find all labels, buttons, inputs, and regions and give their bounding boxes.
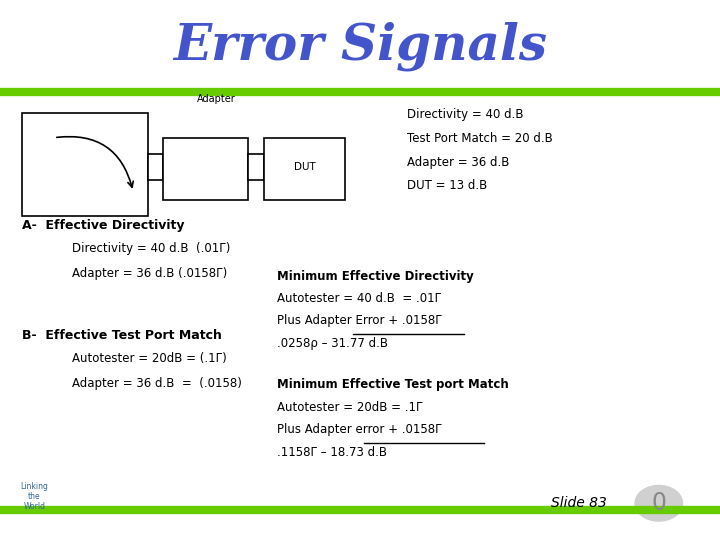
FancyBboxPatch shape: [163, 138, 248, 200]
Text: Autotester = 40 d.B  = .01Γ: Autotester = 40 d.B = .01Γ: [277, 292, 441, 305]
Text: Adapter = 36 d.B: Adapter = 36 d.B: [407, 156, 509, 168]
Text: 0: 0: [652, 491, 666, 515]
Text: Adapter = 36 d.B (.0158Γ): Adapter = 36 d.B (.0158Γ): [72, 267, 228, 280]
Text: A-  Effective Directivity: A- Effective Directivity: [22, 219, 184, 232]
Text: Directivity = 40 d.B: Directivity = 40 d.B: [407, 108, 523, 121]
Circle shape: [635, 485, 683, 521]
Text: Test Port Match = 20 d.B: Test Port Match = 20 d.B: [407, 132, 552, 145]
Text: DUT: DUT: [294, 163, 315, 172]
FancyBboxPatch shape: [22, 113, 148, 216]
Text: Autotester = 20dB = .1Γ: Autotester = 20dB = .1Γ: [277, 401, 423, 414]
Text: Slide 83: Slide 83: [551, 496, 607, 510]
Text: B-  Effective Test Port Match: B- Effective Test Port Match: [22, 329, 222, 342]
Text: .1158Γ – 18.73 d.B: .1158Γ – 18.73 d.B: [277, 446, 387, 459]
Text: Minimum Effective Test port Match: Minimum Effective Test port Match: [277, 378, 509, 391]
Text: Plus Adapter error + .0158Γ: Plus Adapter error + .0158Γ: [277, 423, 442, 436]
Text: .0258ρ – 31.77 d.B: .0258ρ – 31.77 d.B: [277, 337, 388, 350]
Text: DUT = 13 d.B: DUT = 13 d.B: [407, 179, 487, 192]
Text: Directivity = 40 d.B  (.01Γ): Directivity = 40 d.B (.01Γ): [72, 242, 230, 255]
FancyBboxPatch shape: [148, 154, 163, 180]
FancyBboxPatch shape: [248, 154, 264, 180]
Text: Linking
the
World: Linking the World: [21, 482, 48, 511]
FancyBboxPatch shape: [264, 138, 345, 200]
Text: Minimum Effective Directivity: Minimum Effective Directivity: [277, 270, 474, 283]
Text: Adapter: Adapter: [197, 93, 235, 104]
Text: Error Signals: Error Signals: [173, 22, 547, 71]
Text: Autotester = 20dB = (.1Γ): Autotester = 20dB = (.1Γ): [72, 352, 227, 365]
Text: Plus Adapter Error + .0158Γ: Plus Adapter Error + .0158Γ: [277, 314, 442, 327]
Text: Adapter = 36 d.B  =  (.0158): Adapter = 36 d.B = (.0158): [72, 377, 242, 390]
